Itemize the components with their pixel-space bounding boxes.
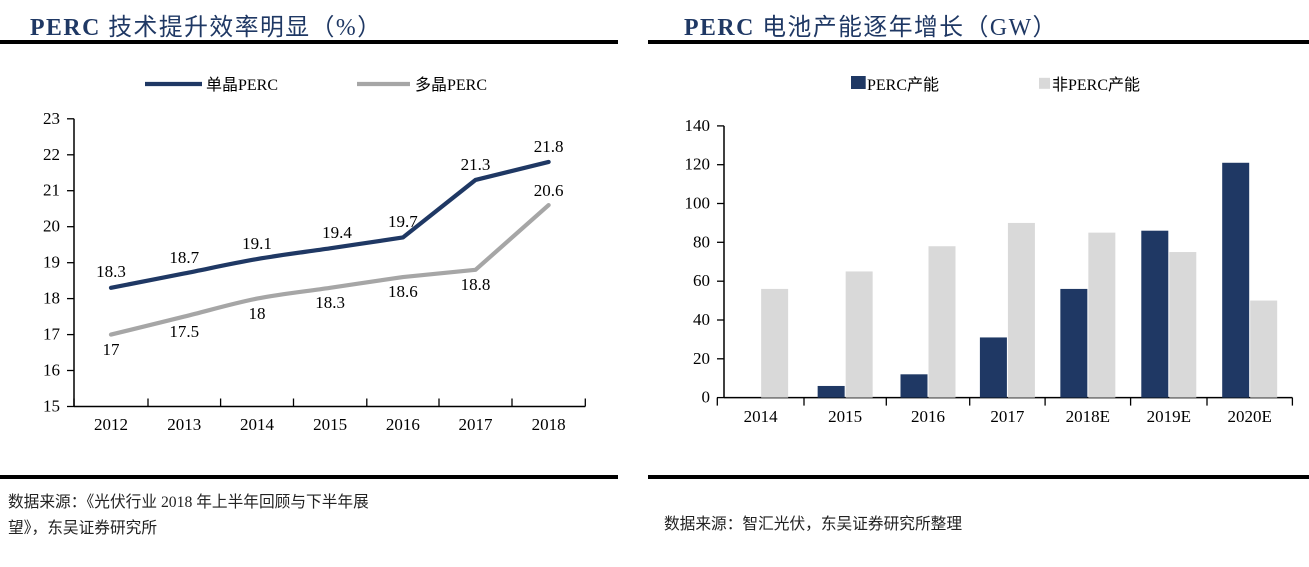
svg-text:20: 20 <box>693 349 710 368</box>
svg-text:40: 40 <box>693 310 710 329</box>
svg-text:17: 17 <box>103 340 121 359</box>
svg-text:2015: 2015 <box>828 407 862 426</box>
svg-text:17: 17 <box>43 325 61 344</box>
svg-text:120: 120 <box>685 155 711 174</box>
svg-text:140: 140 <box>685 116 711 135</box>
svg-text:19.7: 19.7 <box>388 212 418 231</box>
svg-text:60: 60 <box>693 271 710 290</box>
svg-text:20.6: 20.6 <box>534 181 564 200</box>
svg-text:18.7: 18.7 <box>169 248 199 267</box>
svg-text:23: 23 <box>43 109 60 128</box>
svg-text:2014: 2014 <box>744 407 779 426</box>
svg-text:22: 22 <box>43 145 60 164</box>
svg-text:19.4: 19.4 <box>322 223 352 242</box>
svg-text:80: 80 <box>693 232 710 251</box>
svg-text:单晶PERC: 单晶PERC <box>206 76 278 94</box>
svg-text:2018: 2018 <box>532 415 566 434</box>
svg-text:18.3: 18.3 <box>315 293 345 312</box>
svg-text:21: 21 <box>43 181 60 200</box>
svg-text:18.3: 18.3 <box>96 262 126 281</box>
svg-text:17.5: 17.5 <box>169 322 199 341</box>
svg-text:16: 16 <box>43 361 60 380</box>
svg-text:2017: 2017 <box>990 407 1025 426</box>
svg-text:2016: 2016 <box>911 407 945 426</box>
svg-text:非PERC产能: 非PERC产能 <box>1052 76 1140 94</box>
svg-text:21.3: 21.3 <box>461 155 491 174</box>
svg-text:2016: 2016 <box>386 415 420 434</box>
svg-text:2020E: 2020E <box>1228 407 1272 426</box>
svg-text:15: 15 <box>43 397 60 416</box>
svg-text:2014: 2014 <box>240 415 275 434</box>
svg-text:18.8: 18.8 <box>461 275 491 294</box>
svg-text:20: 20 <box>43 217 60 236</box>
svg-text:19: 19 <box>43 253 60 272</box>
svg-text:0: 0 <box>702 388 711 407</box>
svg-text:18: 18 <box>249 304 266 323</box>
svg-text:21.8: 21.8 <box>534 137 564 156</box>
svg-text:100: 100 <box>685 194 711 213</box>
svg-text:PERC产能: PERC产能 <box>867 76 939 94</box>
svg-text:19.1: 19.1 <box>242 234 272 253</box>
svg-text:多晶PERC: 多晶PERC <box>415 76 487 94</box>
svg-text:18.6: 18.6 <box>388 282 418 301</box>
svg-text:2019E: 2019E <box>1147 407 1191 426</box>
svg-text:2017: 2017 <box>459 415 494 434</box>
svg-text:2018E: 2018E <box>1066 407 1110 426</box>
svg-text:2015: 2015 <box>313 415 347 434</box>
svg-text:18: 18 <box>43 289 60 308</box>
svg-text:2013: 2013 <box>167 415 201 434</box>
svg-text:2012: 2012 <box>94 415 128 434</box>
